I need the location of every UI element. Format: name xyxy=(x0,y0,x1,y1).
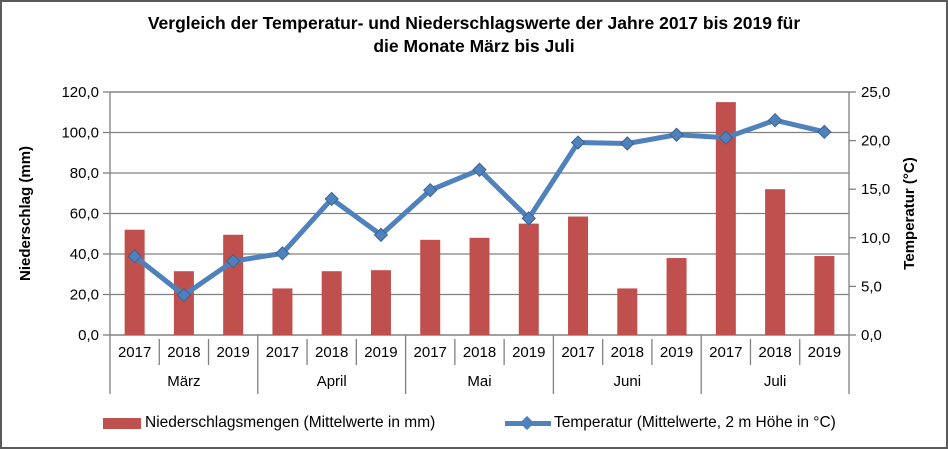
svg-text:2018: 2018 xyxy=(315,344,348,361)
temperature-marker xyxy=(718,130,734,145)
svg-text:5,0: 5,0 xyxy=(861,278,882,295)
svg-text:2017: 2017 xyxy=(709,344,742,361)
svg-text:Mai: Mai xyxy=(467,373,491,390)
temperature-marker xyxy=(373,227,389,243)
chart-title-line2: die Monate März bis Juli xyxy=(373,36,575,56)
precipitation-bar xyxy=(321,271,342,335)
right-axis-title: Temperatur (°C) xyxy=(901,157,918,269)
year-labels: 2017 2018 2019 2017 2018 2019 2017 2018 2019 2017… xyxy=(118,344,841,361)
svg-text:100,0: 100,0 xyxy=(61,125,99,142)
precipitation-bar xyxy=(272,288,293,335)
precipitation-bar xyxy=(223,234,244,335)
temperature-marker xyxy=(620,136,635,151)
svg-text:2018: 2018 xyxy=(611,344,644,361)
legend: Niederschlagsmengen (Mittelwerte in mm) … xyxy=(2,408,946,442)
precipitation-bar xyxy=(765,189,786,335)
svg-text:0,0: 0,0 xyxy=(861,327,882,344)
temperature-swatch-icon xyxy=(505,415,551,431)
precipitation-bar xyxy=(173,271,194,335)
svg-text:120,0: 120,0 xyxy=(61,84,99,101)
svg-text:Juli: Juli xyxy=(764,373,787,390)
chart-title: Vergleich der Temperatur- und Niederschl… xyxy=(2,12,946,58)
precipitation-bar xyxy=(814,256,835,335)
svg-text:2019: 2019 xyxy=(808,344,841,361)
svg-text:25,0: 25,0 xyxy=(861,84,890,101)
temperature-marker xyxy=(669,127,684,142)
svg-text:2018: 2018 xyxy=(167,344,200,361)
svg-text:Juni: Juni xyxy=(614,373,642,390)
precipitation-bar xyxy=(666,258,687,335)
temperature-marker xyxy=(472,162,487,177)
legend-item-temperature: Temperatur (Mittelwerte, 2 m Höhe in °C) xyxy=(505,408,836,438)
precipitation-bar xyxy=(518,223,539,335)
svg-text:2017: 2017 xyxy=(561,344,594,361)
legend-item-precipitation: Niederschlagsmengen (Mittelwerte in mm) xyxy=(103,408,435,438)
axis-titles: Niederschlag (mm) Temperatur (°C) xyxy=(17,146,918,281)
svg-text:2017: 2017 xyxy=(118,344,151,361)
svg-text:2018: 2018 xyxy=(463,344,496,361)
svg-text:60,0: 60,0 xyxy=(70,206,99,223)
precipitation-legend-label: Niederschlagsmengen (Mittelwerte in mm) xyxy=(145,414,436,431)
month-labels: März April Mai Juni Juli xyxy=(167,373,786,390)
svg-text:2019: 2019 xyxy=(660,344,693,361)
temperature-marker xyxy=(275,246,290,261)
temperature-marker xyxy=(423,182,438,198)
temperature-marker xyxy=(225,253,241,269)
svg-text:15,0: 15,0 xyxy=(861,181,890,198)
left-axis-title: Niederschlag (mm) xyxy=(17,146,34,281)
svg-text:40,0: 40,0 xyxy=(70,246,99,263)
left-axis: 0,0 20,0 40,0 60,0 80,0 100,0 120,0 xyxy=(61,84,110,344)
precipitation-bar xyxy=(568,216,589,335)
svg-text:20,0: 20,0 xyxy=(70,287,99,304)
temperature-markers xyxy=(127,112,832,303)
temperature-marker xyxy=(127,249,142,264)
chart-title-line1: Vergleich der Temperatur- und Niederschl… xyxy=(147,13,801,33)
temperature-marker xyxy=(817,124,832,140)
svg-text:2019: 2019 xyxy=(364,344,397,361)
temperature-marker xyxy=(521,211,536,226)
temperature-marker xyxy=(324,191,339,207)
svg-text:10,0: 10,0 xyxy=(861,230,890,247)
precipitation-swatch-icon xyxy=(103,417,141,429)
temperature-marker xyxy=(176,287,192,303)
svg-text:2019: 2019 xyxy=(512,344,545,361)
svg-text:2019: 2019 xyxy=(216,344,249,361)
right-axis: 0,0 5,0 10,0 15,0 20,0 25,0 xyxy=(849,84,890,344)
svg-text:20,0: 20,0 xyxy=(861,133,890,150)
precipitation-bar xyxy=(469,237,490,335)
precipitation-bar xyxy=(420,239,441,335)
svg-text:März: März xyxy=(167,373,200,390)
svg-text:2018: 2018 xyxy=(758,344,791,361)
x-axis-separators xyxy=(109,335,850,394)
precipitation-bar xyxy=(370,270,391,335)
temperature-swatch-diamond xyxy=(519,415,535,431)
precipitation-bar xyxy=(617,288,638,335)
svg-text:2017: 2017 xyxy=(266,344,299,361)
svg-text:80,0: 80,0 xyxy=(70,165,99,182)
svg-text:April: April xyxy=(317,373,347,390)
temperature-marker xyxy=(767,112,783,128)
precipitation-bar xyxy=(124,229,145,335)
temperature-marker xyxy=(570,135,586,150)
svg-text:0,0: 0,0 xyxy=(78,327,99,344)
temperature-legend-label: Temperatur (Mittelwerte, 2 m Höhe in °C) xyxy=(554,414,836,431)
precipitation-bar xyxy=(715,102,736,335)
svg-text:2017: 2017 xyxy=(414,344,447,361)
